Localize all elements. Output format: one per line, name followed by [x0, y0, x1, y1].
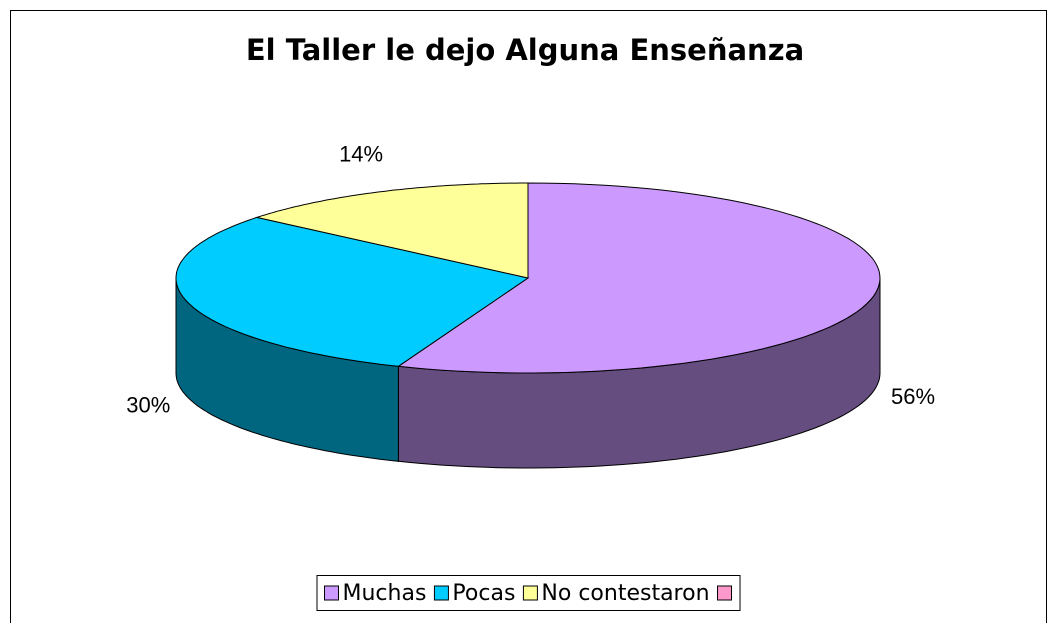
data-label: 56%	[891, 384, 935, 409]
pie-slice	[175, 216, 530, 367]
legend: Muchas Pocas No contestaron	[316, 575, 741, 611]
data-label: 30%	[126, 392, 170, 417]
legend-swatch	[717, 585, 733, 601]
legend-swatch	[433, 585, 449, 601]
legend-swatch	[324, 585, 339, 601]
pie-slice	[254, 182, 529, 279]
pie-slice	[396, 182, 881, 374]
legend-label: No contestaron	[541, 581, 709, 606]
legend-swatch	[522, 585, 538, 601]
data-label: 14%	[339, 142, 383, 167]
chart-title: El Taller le dejo Alguna Enseñanza	[246, 33, 804, 67]
legend-label: Muchas	[343, 581, 427, 606]
legend-label: Pocas	[452, 581, 515, 606]
